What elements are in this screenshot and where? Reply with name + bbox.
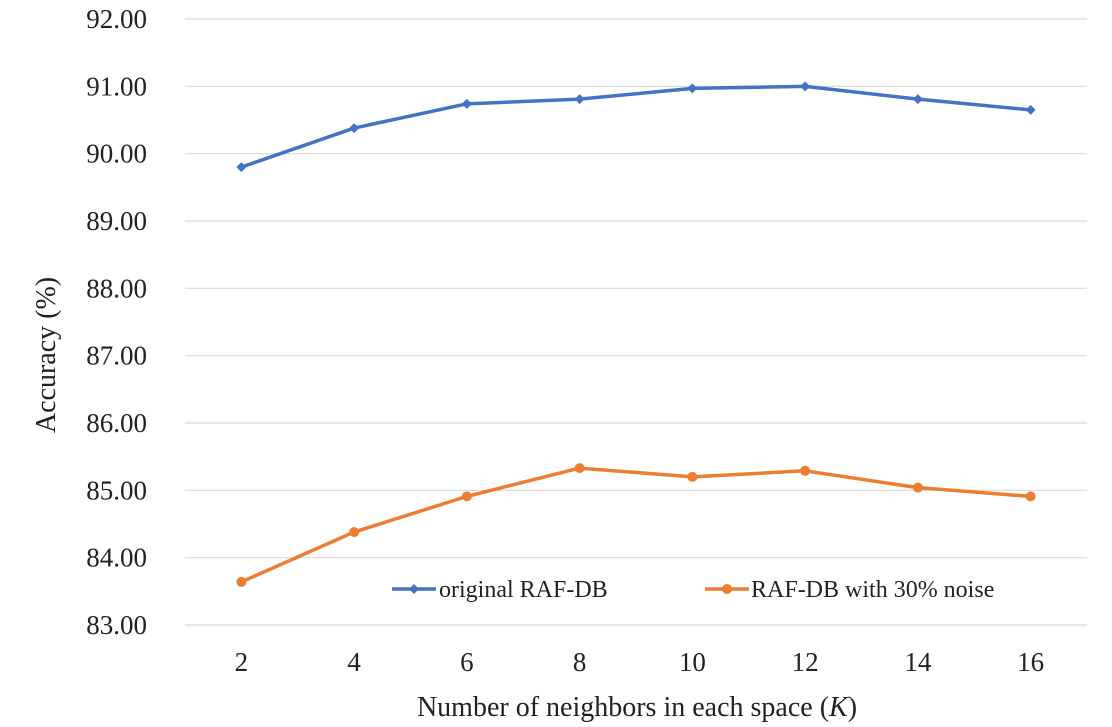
x-axis-title-variable: K (828, 692, 849, 723)
y-tick-label: 92.00 (86, 4, 147, 34)
series-line (239, 466, 1033, 584)
y-tick-label: 90.00 (86, 139, 147, 169)
x-axis-ticks: 2 4 6 8 10 12 14 16 (235, 647, 1045, 677)
y-tick-label: 91.00 (86, 71, 147, 101)
legend-label-original: original RAF-DB (439, 577, 608, 603)
data-point (574, 463, 585, 474)
data-point (912, 482, 923, 493)
data-point (1025, 104, 1036, 115)
x-tick-label: 16 (1017, 647, 1044, 677)
data-point (461, 98, 472, 109)
series-original-raf-db (236, 81, 1036, 173)
y-tick-label: 87.00 (86, 341, 147, 371)
y-axis-title: Accuracy (%) (31, 277, 62, 433)
data-point (687, 83, 698, 94)
x-tick-label: 12 (792, 647, 819, 677)
series-raf-db-30-noise (236, 463, 1036, 587)
y-tick-label: 89.00 (86, 206, 147, 236)
x-tick-label: 4 (347, 647, 361, 677)
data-point (236, 576, 247, 587)
legend: original RAF-DB RAF-DB with 30% noise (392, 577, 994, 603)
data-point (800, 81, 811, 92)
x-tick-label: 2 (235, 647, 249, 677)
data-point (574, 94, 585, 105)
y-axis-ticks: 83.00 84.00 85.00 86.00 87.00 88.00 89.00 90.00… (86, 4, 147, 640)
x-axis-title: Number of neighbors in each space (K) (417, 692, 857, 723)
data-point (461, 491, 472, 502)
legend-item-noise: RAF-DB with 30% noise (705, 577, 994, 603)
x-tick-label: 14 (904, 647, 932, 677)
x-tick-label: 8 (573, 647, 587, 677)
legend-item-original: original RAF-DB (392, 577, 608, 603)
gridlines (185, 18, 1087, 626)
y-tick-label: 84.00 (86, 543, 147, 573)
x-tick-label: 6 (460, 647, 474, 677)
data-point (349, 123, 360, 134)
series-group (236, 81, 1036, 587)
y-tick-label: 85.00 (86, 475, 147, 505)
series-line (239, 84, 1033, 169)
y-tick-label: 86.00 (86, 408, 147, 438)
data-point (236, 162, 247, 173)
data-point (349, 527, 360, 538)
legend-marker-original (409, 584, 419, 594)
data-point (1025, 491, 1036, 502)
y-tick-label: 88.00 (86, 273, 147, 303)
data-point (912, 94, 923, 105)
x-axis-title-prefix: Number of neighbors in each space ( (417, 692, 829, 723)
x-axis-title-suffix: ) (848, 692, 857, 723)
data-point (687, 471, 698, 482)
x-tick-label: 10 (679, 647, 706, 677)
legend-marker-noise (722, 584, 732, 594)
legend-label-noise: RAF-DB with 30% noise (751, 577, 994, 603)
data-point (800, 465, 811, 476)
y-tick-label: 83.00 (86, 610, 147, 640)
